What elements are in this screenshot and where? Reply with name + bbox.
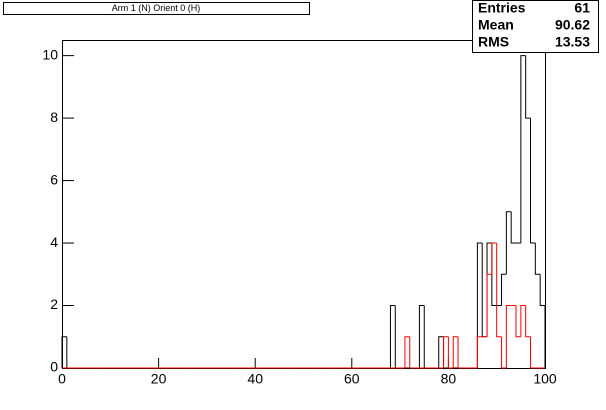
y-tick-label: 6: [50, 171, 58, 187]
stats-label: Mean: [478, 17, 514, 33]
y-tick-label: 0: [50, 359, 58, 375]
hist-bin: [530, 118, 536, 244]
hist-bin: [505, 305, 512, 368]
x-tick-label: 40: [247, 371, 263, 387]
y-tick-label: 2: [50, 296, 58, 312]
hist-bin: [496, 243, 502, 338]
hist-bin: [476, 242, 483, 368]
x-tick-label: 60: [344, 371, 360, 387]
hist-bin: [443, 336, 449, 368]
title: Arm 1 (N) Orient 0 (H): [112, 3, 201, 13]
y-tick-label: 4: [50, 234, 58, 250]
hist-bin: [61, 336, 67, 368]
y-tick-label: 10: [42, 46, 58, 62]
x-tick-label: 100: [533, 371, 557, 387]
stats-box: Entries 61 Mean 90.62 RMS 13.53: [472, 0, 599, 53]
stats-value: 90.62: [555, 17, 590, 33]
stats-label: Entries: [478, 0, 526, 16]
hist-bin: [510, 211, 517, 244]
hist-bin: [520, 55, 526, 244]
hist-bin: [501, 336, 507, 369]
y-tick-label: 8: [50, 109, 58, 125]
stats-value: 13.53: [555, 34, 590, 50]
hist-bin: [486, 273, 492, 337]
x-tick-label: 0: [58, 371, 66, 387]
hist-bin: [457, 336, 463, 369]
hist-bin: [409, 336, 415, 369]
x-tick-label: 80: [441, 371, 457, 387]
hist-bin: [491, 242, 497, 275]
hist-bin: [515, 305, 521, 338]
hist-bin: [438, 336, 444, 368]
title-box: [3, 2, 310, 15]
hist-bin: [418, 305, 425, 368]
hist-bin: [530, 336, 536, 369]
hist-bin: [525, 305, 531, 338]
hist-bin: [476, 336, 483, 368]
hist-bin: [520, 305, 526, 337]
hist-bin: [501, 273, 507, 306]
hist-bin: [525, 55, 531, 119]
stats-border: [472, 0, 599, 53]
hist-bin: [404, 336, 410, 368]
stats-value: 61: [574, 0, 590, 16]
hist-bin: [534, 243, 541, 275]
hist-bin: [452, 336, 459, 368]
hist-bin: [389, 305, 396, 368]
hist-bin: [539, 274, 546, 368]
stats-label: RMS: [478, 34, 509, 50]
hist-bin: [447, 336, 454, 369]
hist-bin: [505, 211, 512, 275]
x-tick-label: 20: [151, 371, 167, 387]
